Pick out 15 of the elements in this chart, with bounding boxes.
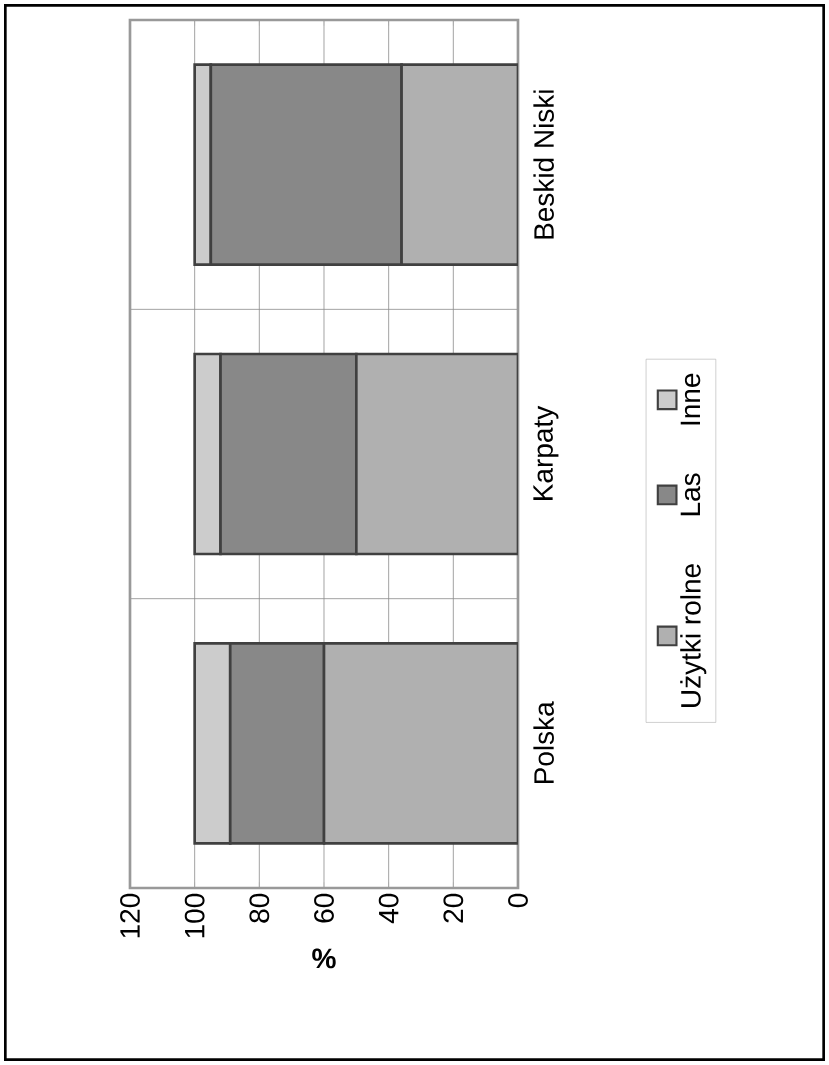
- x-tick-label: 100: [184, 893, 205, 938]
- y-tick-label: Polska: [533, 701, 554, 784]
- x-tick-label: 0: [508, 893, 528, 908]
- bar: [322, 642, 518, 845]
- x-tick-label: 20: [443, 893, 464, 923]
- x-tick-label: 60: [314, 893, 334, 923]
- y-tick-label: Beskid Niski: [533, 90, 554, 239]
- legend-label: Inne: [680, 373, 701, 425]
- x-tick-label: 40: [378, 893, 399, 924]
- y-tick-label: Karpaty: [533, 405, 559, 500]
- legend-label: Użytki rolne: [680, 564, 707, 707]
- x-axis-title: %: [312, 948, 336, 969]
- legend-label: Las: [680, 473, 701, 516]
- x-tick-label: 120: [120, 893, 140, 938]
- x-tick-label: 80: [249, 893, 270, 923]
